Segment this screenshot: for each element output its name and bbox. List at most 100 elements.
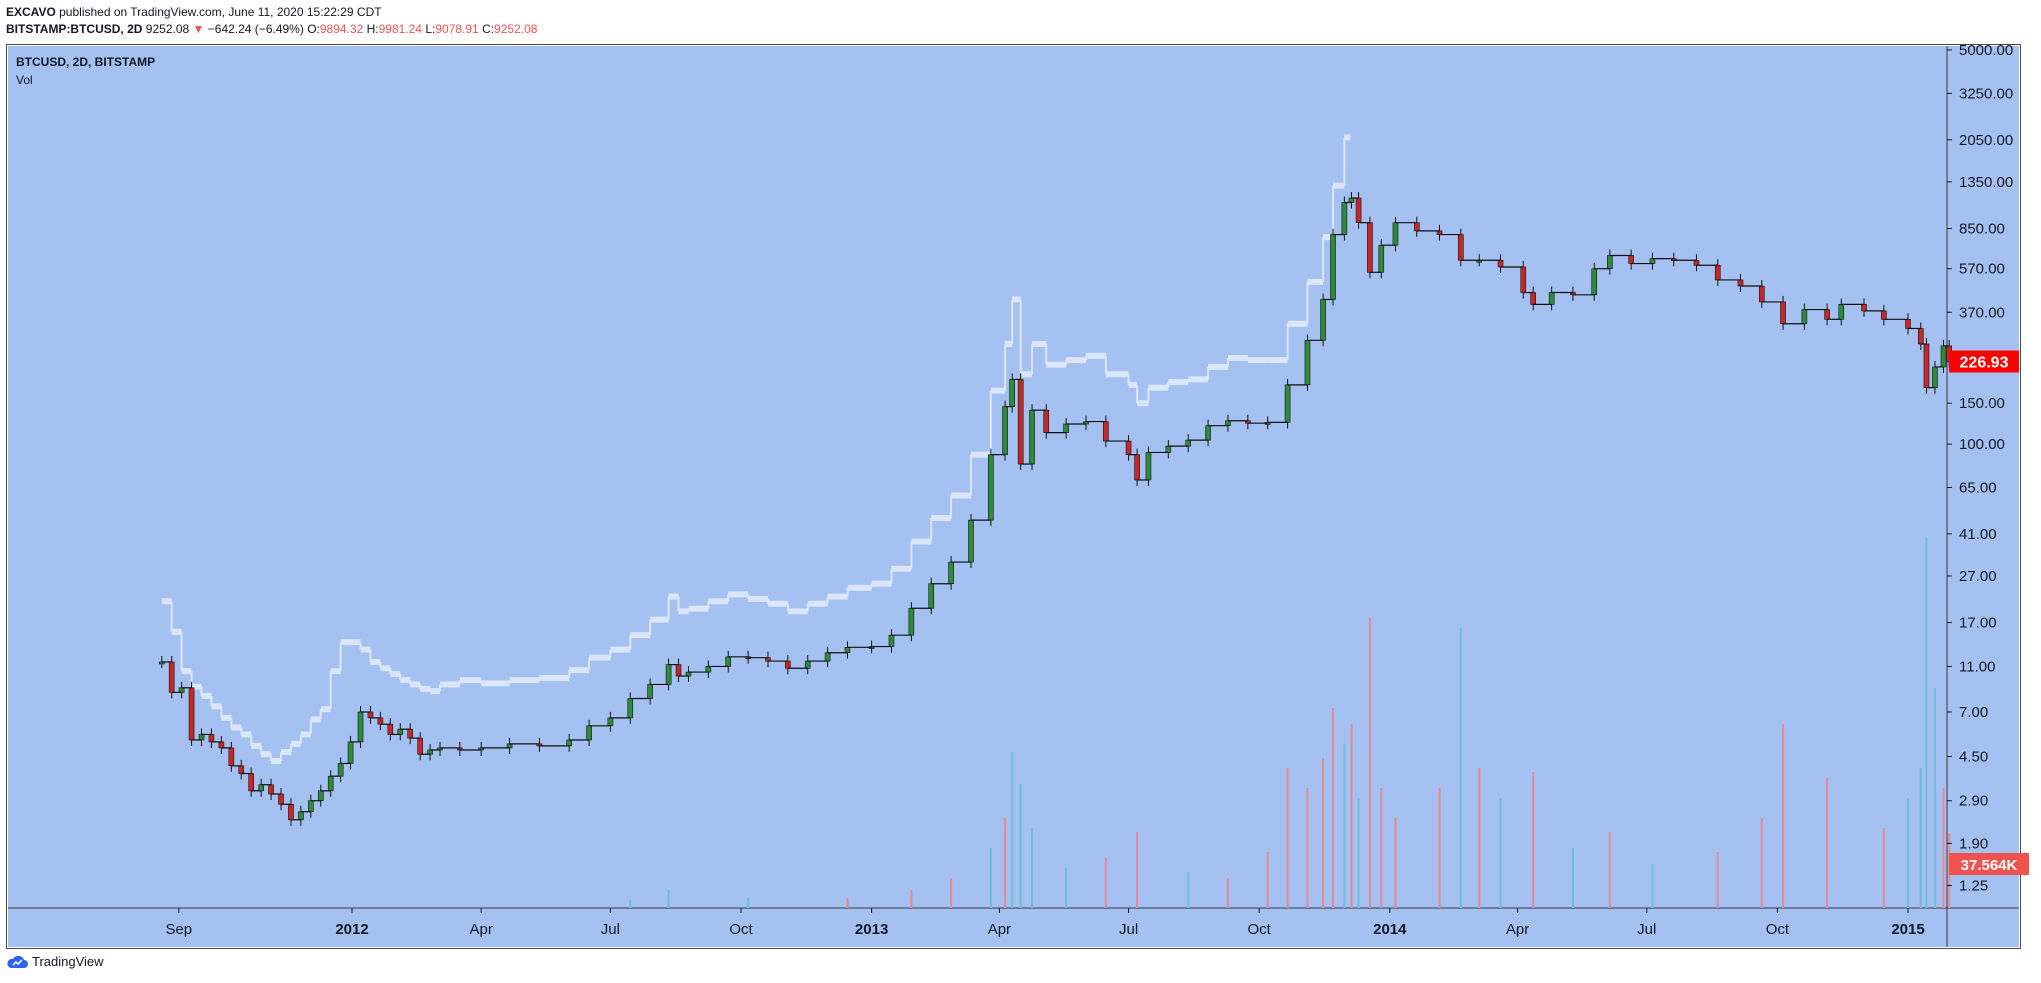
overlay-step <box>970 451 991 458</box>
price-candle <box>586 725 592 741</box>
x-tick-label: Oct <box>1766 921 1790 938</box>
price-candle <box>1780 301 1786 325</box>
volume-bar <box>1136 832 1139 908</box>
overlay-step <box>688 605 709 612</box>
price-candle <box>1205 425 1211 441</box>
volume-bar <box>1226 878 1229 908</box>
price-candle <box>218 741 225 749</box>
x-tick-label: 2012 <box>335 921 368 938</box>
volume-bar <box>1782 724 1785 908</box>
price-candle <box>647 684 653 699</box>
overlay-step <box>1267 357 1288 364</box>
overlay-step <box>931 515 952 522</box>
overlay-step <box>1032 340 1047 347</box>
tradingview-logo-text: TradingView <box>32 954 104 969</box>
price-candle <box>1002 406 1008 455</box>
volume-bar <box>1004 818 1007 908</box>
open-value: 9894.32 <box>319 22 364 36</box>
price-candle <box>1348 197 1355 203</box>
price-candle <box>1923 343 1930 388</box>
overlay-step <box>911 538 932 545</box>
overlay-step <box>1085 352 1106 359</box>
volume-label-bg <box>1949 853 2029 875</box>
price-candle <box>725 656 732 667</box>
overlay-step <box>767 600 788 607</box>
plot-background[interactable] <box>8 46 1947 908</box>
y-tick-label: 27.00 <box>1959 568 1997 585</box>
y-tick-label: 570.00 <box>1959 261 2005 278</box>
price-candle <box>238 765 245 774</box>
volume-bar <box>1760 818 1763 908</box>
volume-bar <box>1011 752 1014 908</box>
price-axis-background[interactable] <box>1947 46 2019 908</box>
volume-bar <box>1478 768 1481 908</box>
volume-bar <box>1933 688 1936 908</box>
low-value: 9078.91 <box>435 22 479 36</box>
overlay-step <box>1227 354 1248 361</box>
y-tick-label: 11.00 <box>1959 658 1995 675</box>
price-candle <box>1413 222 1420 232</box>
overlay-step <box>370 658 381 665</box>
tradingview-branding[interactable]: TradingView <box>6 954 104 969</box>
symbol-line: BITSTAMP:BTCUSD, 2D 9252.08 ▼ −642.24 (−… <box>6 21 537 37</box>
volume-bar <box>950 878 953 908</box>
low-label: L: <box>425 22 436 36</box>
tradingview-cloud-icon <box>7 955 28 968</box>
overlay-step <box>1046 361 1067 368</box>
price-candle <box>1134 454 1140 481</box>
price-candle <box>1125 440 1132 455</box>
price-candle <box>1017 379 1024 465</box>
x-tick-label: Jul <box>601 921 620 938</box>
publisher-name: EXCAVO <box>6 5 56 19</box>
price-candle <box>1693 259 1700 266</box>
price-candle <box>627 698 634 719</box>
x-tick-label: Jul <box>1119 921 1138 938</box>
volume-bar <box>1925 538 1928 908</box>
x-tick-label: Jul <box>1637 921 1656 938</box>
volume-bar <box>629 900 632 908</box>
price-candle <box>928 583 935 609</box>
volume-bar <box>1716 852 1719 908</box>
volume-value-label: 37.564K <box>1961 857 2018 874</box>
overlay-step <box>221 714 232 721</box>
price-candle <box>228 747 235 767</box>
x-tick-label: 2015 <box>1891 921 1924 938</box>
price-candle <box>705 666 712 673</box>
price-candle <box>1591 268 1598 296</box>
price-candle <box>1714 264 1721 281</box>
overlay-step <box>630 632 651 639</box>
volume-bar <box>1266 852 1269 908</box>
high-label: H: <box>366 22 379 36</box>
overlay-step <box>871 580 892 587</box>
volume-bar <box>1394 818 1397 908</box>
overlay-step <box>171 628 182 635</box>
overlay-step <box>211 703 222 710</box>
time-axis-background[interactable] <box>8 908 2019 947</box>
overlay-step <box>1247 357 1268 364</box>
x-tick-label: Sep <box>165 921 192 938</box>
overlay-step <box>827 593 848 600</box>
overlay-step <box>1148 384 1169 391</box>
price-candle <box>1009 379 1015 407</box>
price-candle <box>258 784 264 792</box>
price-candle <box>908 607 915 636</box>
overlay-step <box>459 677 482 684</box>
price-candle <box>824 652 831 662</box>
price-candle <box>1355 197 1362 224</box>
overlay-step <box>420 685 431 692</box>
overlay-step <box>668 593 679 600</box>
overlay-step <box>380 665 391 672</box>
price-candle <box>288 803 294 821</box>
x-tick-label: 2014 <box>1373 921 1407 938</box>
overlay-step <box>748 595 768 602</box>
volume-bar <box>1104 858 1107 908</box>
price-candle <box>1905 319 1911 329</box>
price-candle <box>1520 266 1527 293</box>
overlay-step <box>1307 278 1324 285</box>
legend-indicator: Vol <box>16 73 33 87</box>
overlay-step <box>161 598 172 605</box>
price-candle <box>1932 366 1938 388</box>
volume-bar <box>1031 828 1034 908</box>
price-candle <box>1530 292 1536 305</box>
